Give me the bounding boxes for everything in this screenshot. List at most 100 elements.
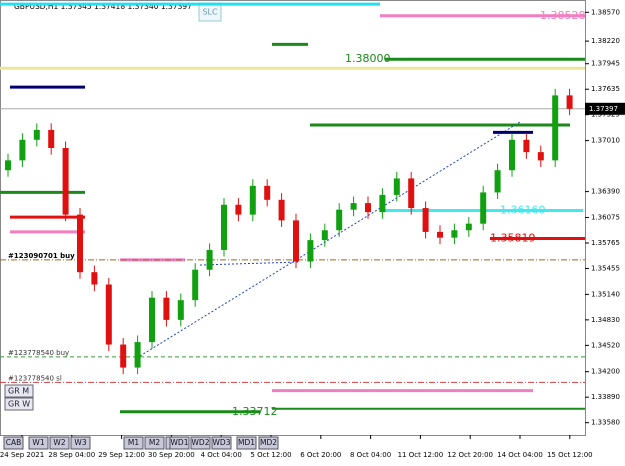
bottom-button-label: M2 <box>149 438 160 447</box>
y-tick-label: 1.34200 <box>591 368 620 376</box>
x-tick-label: 6 Oct 20:00 <box>300 451 341 459</box>
level-label: 1.38528 <box>540 9 586 22</box>
level-label: 1.38000 <box>345 52 391 65</box>
y-tick-label: 1.37010 <box>591 137 620 145</box>
bottom-button[interactable] <box>169 436 190 450</box>
candle-body <box>307 240 314 262</box>
candle-body <box>393 178 400 195</box>
bottom-button[interactable] <box>70 436 91 450</box>
y-tick-label: 1.35140 <box>591 290 620 298</box>
y-tick-label: 1.38570 <box>591 8 620 16</box>
level-label: 1.35819 <box>490 232 536 245</box>
bottom-button-label: W2 <box>53 438 65 447</box>
candle-body <box>336 209 343 231</box>
candle-body <box>221 204 227 250</box>
candle-body <box>552 95 559 161</box>
candle-body <box>105 284 112 345</box>
x-tick-label: 14 Oct 04:00 <box>497 451 543 459</box>
bottom-button[interactable] <box>190 436 211 450</box>
bottom-button-label: WD2 <box>192 438 210 447</box>
side-button[interactable] <box>4 384 34 398</box>
side-button-label: GR W <box>8 400 30 409</box>
slc-label: SLC <box>202 8 218 17</box>
candle-body <box>566 95 573 109</box>
candle-body <box>480 192 487 224</box>
side-button[interactable] <box>4 397 34 411</box>
y-tick-label: 1.37945 <box>591 60 620 68</box>
candle-body <box>62 148 69 215</box>
bottom-button-label: MD2 <box>260 438 277 447</box>
y-tick-label: 1.35765 <box>591 239 620 247</box>
x-tick-label: 5 Oct 12:00 <box>250 451 291 459</box>
candle-body <box>5 160 11 171</box>
candle-body <box>278 199 285 221</box>
candle-body <box>293 220 299 262</box>
bottom-button-label: W3 <box>74 438 86 447</box>
price-label: 1.37397 <box>589 105 618 113</box>
x-tick-label: 12 Oct 20:00 <box>447 451 493 459</box>
candle-body <box>465 223 472 231</box>
y-tick-label: 1.36075 <box>591 214 620 222</box>
candle-body <box>149 297 155 343</box>
candle-body <box>48 129 55 149</box>
candle-body <box>365 203 371 213</box>
x-tick-label: 30 Sep 20:00 <box>148 451 195 459</box>
candle-body <box>249 185 256 215</box>
order-label: #123778540 sl <box>8 374 62 382</box>
candle-body <box>235 204 242 215</box>
x-tick-label: 24 Sep 2021 <box>0 451 44 459</box>
x-tick-label: 4 Oct 04:00 <box>201 451 242 459</box>
order-label: #123778540 buy <box>8 349 69 357</box>
candle-body <box>437 231 443 238</box>
candle-body <box>523 139 530 153</box>
bottom-button[interactable] <box>144 436 165 450</box>
bottom-button[interactable] <box>28 436 49 450</box>
candle-body <box>264 185 271 200</box>
trend-line <box>199 261 301 266</box>
level-label: 1.33712 <box>232 405 278 418</box>
candle-body <box>206 249 213 270</box>
candle-body <box>177 300 184 320</box>
y-tick-label: 1.34830 <box>591 316 620 324</box>
candle-body <box>192 269 199 301</box>
bottom-button[interactable] <box>258 436 279 450</box>
bottom-button-label: MD1 <box>238 438 255 447</box>
candle-body <box>120 344 127 368</box>
bottom-button[interactable] <box>211 436 232 450</box>
candle-body <box>163 297 170 320</box>
order-label: #123090701 buy <box>8 252 75 260</box>
y-tick-label: 1.36390 <box>591 188 620 196</box>
x-tick-label: 8 Oct 04:00 <box>350 451 391 459</box>
bottom-button[interactable] <box>49 436 70 450</box>
candle-body <box>451 230 458 238</box>
bottom-button[interactable] <box>3 436 24 450</box>
bottom-button-label: WD3 <box>213 438 231 447</box>
chart-title: GBPUSD,H1 1.37345 1.37418 1.37340 1.3739… <box>14 2 192 11</box>
candle-body <box>350 203 357 210</box>
candle-body <box>494 170 501 193</box>
candle-body <box>91 272 98 285</box>
candle-body <box>77 214 83 273</box>
candle-body <box>537 152 544 161</box>
candle-body <box>19 139 26 161</box>
x-tick-label: 28 Sep 04:00 <box>48 451 95 459</box>
candle-body <box>321 230 328 241</box>
y-tick-label: 1.37635 <box>591 85 620 93</box>
candle-body <box>33 129 40 140</box>
bottom-button-label: W1 <box>32 438 44 447</box>
bottom-button-label: CAB <box>6 438 22 447</box>
price-box <box>585 102 625 115</box>
bottom-button-label: WD1 <box>171 438 189 447</box>
y-tick-label: 1.33890 <box>591 393 620 401</box>
side-button-label: GR M <box>8 387 29 396</box>
bottom-button[interactable] <box>236 436 257 450</box>
bottom-button-label: M1 <box>128 438 139 447</box>
candle-body <box>134 342 141 368</box>
bottom-button[interactable] <box>123 436 144 450</box>
candle-body <box>379 194 386 213</box>
level-label: 1.36160 <box>500 204 546 217</box>
y-tick-label: 1.34520 <box>591 341 620 349</box>
y-tick-label: 1.35455 <box>591 264 620 272</box>
